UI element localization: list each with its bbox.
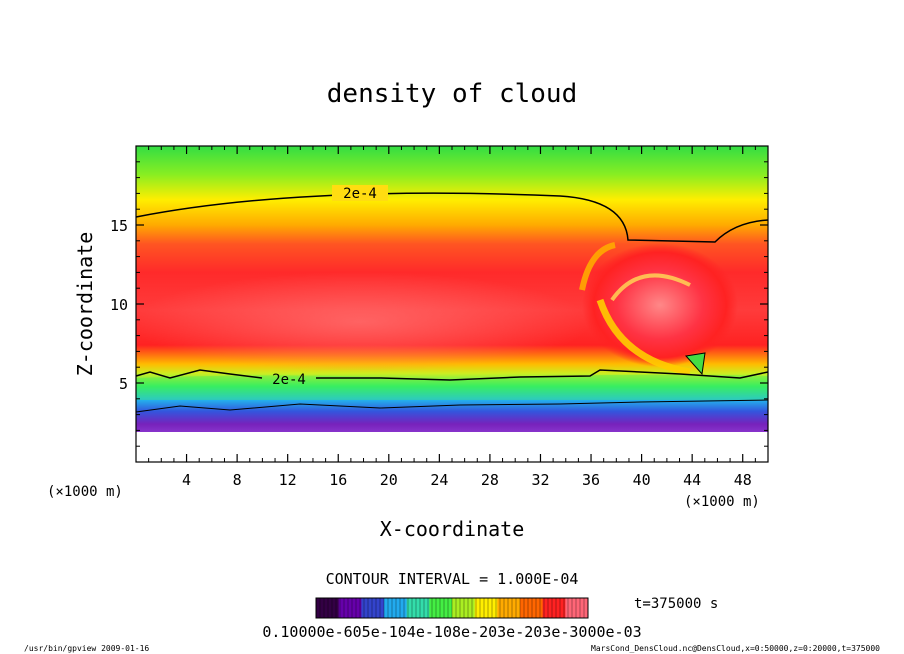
- footer-left: /usr/bin/gpview 2009-01-16: [24, 644, 149, 653]
- density-light-band: [136, 272, 590, 372]
- x-tick-label-0: 4: [182, 471, 191, 489]
- colorbar-cell-10: [542, 598, 566, 618]
- contour-line-lower: [135, 369, 769, 381]
- colorbar-cell-0: [316, 598, 340, 618]
- vortex-edge: [579, 242, 616, 291]
- vortex-arm: [596, 298, 691, 376]
- colorbar-cell-1: [338, 598, 362, 618]
- chart-title: density of cloud: [327, 79, 577, 109]
- x-unit-right: (×1000 m): [684, 494, 760, 510]
- x-tick-label-2: 12: [279, 471, 297, 489]
- x-tick-label-10: 44: [683, 471, 701, 489]
- x-tick-label-7: 32: [531, 471, 549, 489]
- colorbar-cell-8: [497, 598, 521, 618]
- colorbar-tick-labels: 0.10000e-605e-104e-108e-203e-203e-3000e-…: [262, 623, 641, 641]
- contour-label-upper: 2e-4: [343, 186, 377, 202]
- x-tick-label-9: 40: [633, 471, 651, 489]
- y-tick-label-0: 5: [119, 375, 128, 393]
- contour-line-bottom: [135, 399, 769, 413]
- colorbar-cell-6: [452, 598, 476, 618]
- x-tick-label-8: 36: [582, 471, 600, 489]
- x-axis-label: X-coordinate: [380, 517, 525, 541]
- x-tick-label-3: 16: [329, 471, 347, 489]
- x-tick-label-11: 48: [734, 471, 752, 489]
- contour-label-bg-upper: [332, 185, 388, 201]
- contour-interval: CONTOUR INTERVAL = 1.000E-04: [326, 570, 579, 588]
- x-unit-left: (×1000 m): [47, 484, 123, 500]
- colorbar: [315, 597, 589, 619]
- y-axis-label: Z-coordinate: [73, 232, 97, 377]
- y-tick-label-2: 15: [110, 217, 128, 235]
- x-tick-label-4: 20: [380, 471, 398, 489]
- colorbar-cell-3: [384, 598, 408, 618]
- colorbar-cell-11: [565, 598, 589, 618]
- vortex-arm-upper: [610, 273, 691, 302]
- footer-right: MarsCond_DensCloud.nc@DensCloud,x=0:5000…: [591, 644, 880, 653]
- x-tick-label-5: 24: [430, 471, 448, 489]
- colorbar-cell-9: [520, 598, 544, 618]
- y-axis: 5 10 15: [110, 161, 768, 447]
- colorbar-frame: [315, 597, 589, 619]
- y-tick-label-1: 10: [110, 296, 128, 314]
- colorbar-cell-4: [406, 598, 430, 618]
- x-tick-label-1: 8: [233, 471, 242, 489]
- density-lower-band: [136, 374, 768, 400]
- x-axis: 4 8 12 16 20 24 28 32 36 40 44 48: [148, 146, 756, 489]
- colorbar-cell-2: [361, 598, 385, 618]
- colorbar-cell-7: [474, 598, 498, 618]
- x-tick-label-6: 28: [481, 471, 499, 489]
- time-label: t=375000 s: [634, 596, 718, 612]
- colorbar-cell-5: [429, 598, 453, 618]
- contour-island: [685, 352, 706, 376]
- contour-line-upper: [135, 192, 769, 243]
- contour-label-lower: 2e-4: [272, 372, 306, 388]
